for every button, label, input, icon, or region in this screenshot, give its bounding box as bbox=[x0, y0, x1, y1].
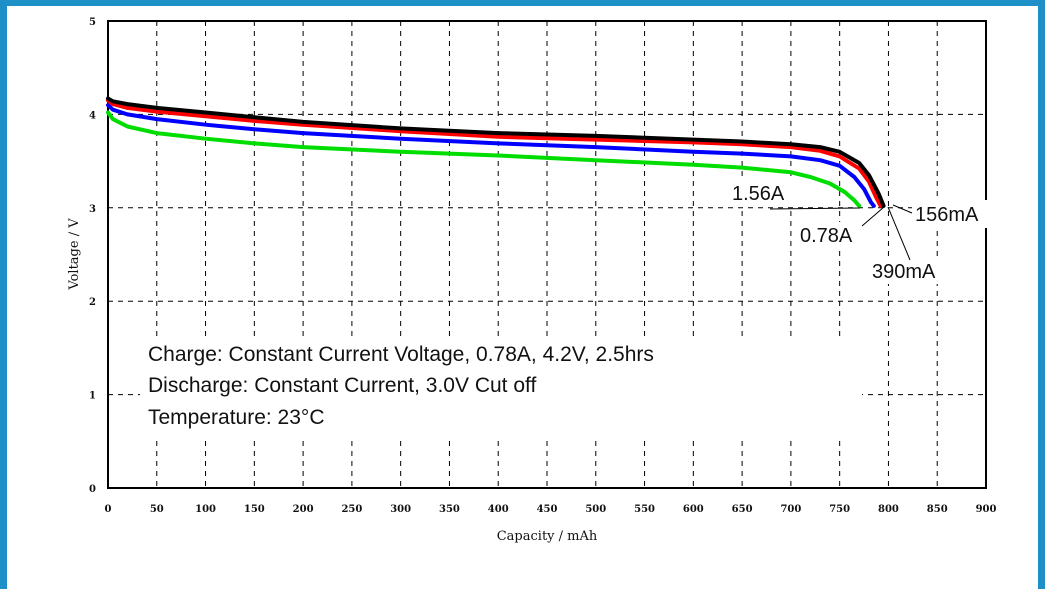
label-390ma-background bbox=[868, 258, 952, 284]
y-tick-labels: 0 1 2 3 4 5 bbox=[89, 17, 96, 495]
label-390ma: 390mA bbox=[872, 261, 936, 283]
x-tick-label: 700 bbox=[780, 504, 801, 515]
y-tick-label: 0 bbox=[89, 484, 96, 495]
y-tick-label: 1 bbox=[89, 391, 96, 402]
series-line-156ma bbox=[106, 96, 886, 208]
label-1-56a-background bbox=[728, 180, 804, 206]
leader-1-56a bbox=[769, 207, 861, 210]
charge-note: Charge: Constant Current Voltage, 0.78A,… bbox=[148, 343, 654, 366]
x-tick-label: 150 bbox=[244, 504, 265, 515]
label-0-78a: 0.78A bbox=[800, 225, 853, 247]
y-tick-label: 3 bbox=[89, 204, 96, 215]
x-tick-label: 350 bbox=[439, 504, 460, 515]
x-tick-label: 400 bbox=[488, 504, 509, 515]
x-tick-label: 750 bbox=[829, 504, 850, 515]
x-tick-label: 550 bbox=[634, 504, 655, 515]
notes-background bbox=[140, 337, 862, 437]
x-tick-label: 100 bbox=[195, 504, 216, 515]
discharge-note: Discharge: Constant Current, 3.0V Cut of… bbox=[148, 374, 536, 397]
label-156ma: 156mA bbox=[915, 204, 979, 226]
x-tick-labels: 0 50 100 150 200 250 300 350 400 450 500 550 600 650 7… bbox=[105, 504, 997, 515]
x-tick-label: 250 bbox=[341, 504, 362, 515]
label-1-56a: 1.56A bbox=[732, 183, 785, 205]
leader-0-78a bbox=[861, 206, 885, 227]
series-lines bbox=[106, 96, 886, 208]
x-tick-label: 500 bbox=[585, 504, 606, 515]
x-tick-label: 900 bbox=[976, 504, 997, 515]
label-156ma-background bbox=[912, 200, 998, 228]
series-line-390ma bbox=[106, 98, 883, 208]
x-tick-label: 600 bbox=[683, 504, 704, 515]
x-tick-label: 850 bbox=[927, 504, 948, 515]
y-tick-label: 4 bbox=[89, 110, 96, 121]
temperature-note: Temperature: 23°C bbox=[148, 406, 324, 429]
y-tick-label: 5 bbox=[89, 17, 96, 28]
label-0-78a-background bbox=[796, 222, 872, 248]
y-tick-label: 2 bbox=[89, 297, 96, 308]
x-axis-label: Capacity / mAh bbox=[497, 529, 598, 544]
series-line-078a bbox=[106, 103, 876, 208]
leader-390ma bbox=[887, 206, 911, 261]
x-tick-label: 0 bbox=[105, 504, 112, 515]
x-tick-label: 50 bbox=[150, 504, 164, 515]
x-tick-label: 450 bbox=[537, 504, 558, 515]
y-axis-label: Voltage / V bbox=[67, 218, 82, 291]
x-tick-label: 200 bbox=[293, 504, 314, 515]
x-tick-label: 800 bbox=[878, 504, 899, 515]
x-tick-label: 300 bbox=[390, 504, 411, 515]
series-line-156a bbox=[106, 110, 862, 208]
x-tick-label: 650 bbox=[732, 504, 753, 515]
leader-156ma bbox=[892, 204, 913, 214]
